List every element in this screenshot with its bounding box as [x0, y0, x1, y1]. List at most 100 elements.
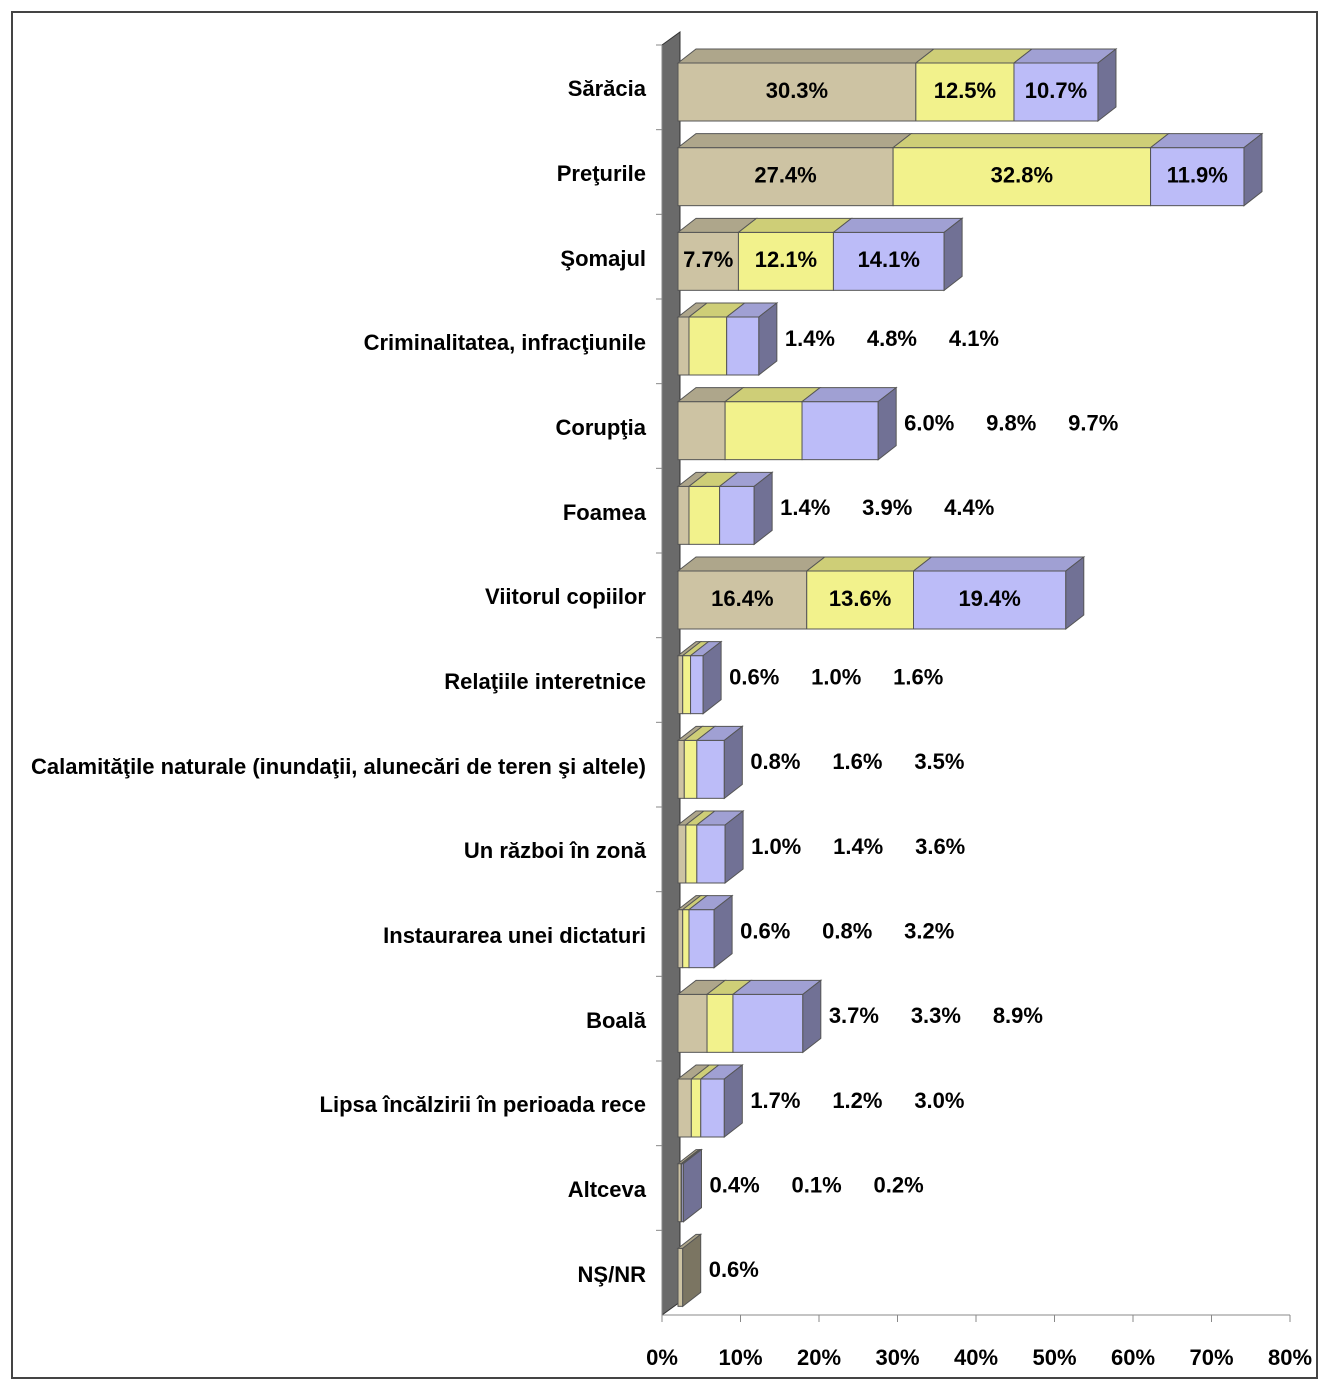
- category-label: Relaţiile interetnice: [444, 669, 646, 694]
- bar-segment: [737, 231, 834, 291]
- bar-segment: [682, 655, 692, 715]
- bar-side-face: [682, 1148, 702, 1223]
- data-label: 3.9%: [862, 495, 912, 520]
- bar-side-face: [723, 725, 743, 800]
- bar-side-face: [723, 1063, 743, 1139]
- category-label: Viitorul copiilor: [485, 584, 646, 610]
- bar-segment: [677, 1247, 684, 1307]
- bar-side-face: [943, 217, 963, 292]
- data-label: 1.6%: [832, 749, 882, 774]
- x-tick-label: 60%: [1111, 1345, 1155, 1370]
- bar-segment: [690, 655, 704, 715]
- bar-segment: [677, 824, 687, 884]
- bar-segment: [677, 739, 685, 799]
- bar-segment: [677, 401, 726, 461]
- data-label: 9.8%: [986, 410, 1036, 435]
- data-label: 10.7%: [1025, 78, 1087, 103]
- category-label: Calamităţile naturale (inundaţii, alunec…: [31, 753, 646, 779]
- x-tick-label: 10%: [718, 1345, 762, 1370]
- data-label: 8.9%: [993, 1003, 1043, 1028]
- bar-segment: [724, 401, 803, 461]
- bar-segment: [832, 231, 945, 291]
- bar-top-face: [676, 133, 913, 149]
- bar-segment: [1013, 62, 1099, 122]
- bar-segment: [801, 401, 879, 461]
- data-label: 3.5%: [914, 749, 964, 774]
- bar-segment: [677, 909, 684, 969]
- data-label: 12.5%: [934, 78, 996, 103]
- chart-border: [11, 11, 1318, 1379]
- data-label: 0.8%: [750, 749, 800, 774]
- bar-top-face: [914, 48, 1034, 64]
- data-label: 1.0%: [751, 834, 801, 859]
- x-tick-label: 80%: [1268, 1345, 1312, 1370]
- bar-segment: [677, 231, 739, 291]
- bar-segment: [688, 316, 728, 376]
- bar-top-face: [1149, 133, 1264, 149]
- bar-segment: [677, 1078, 692, 1138]
- category-label: Boală: [586, 1007, 646, 1033]
- data-label: 3.6%: [915, 834, 965, 859]
- bar-segment: [688, 485, 721, 545]
- data-label: 3.3%: [911, 1003, 961, 1028]
- bar-top-face: [891, 133, 1171, 149]
- data-label: 3.2%: [904, 918, 954, 943]
- bar-segment: [732, 993, 804, 1053]
- bar-side-face: [753, 471, 773, 546]
- bar-top-face: [805, 556, 933, 572]
- bar-top-face: [736, 217, 853, 233]
- category-label: NŞ/NR: [577, 1261, 646, 1287]
- data-label: 7.7%: [683, 247, 733, 272]
- bar-top-face: [831, 217, 964, 233]
- category-label: Sărăcia: [567, 76, 646, 102]
- category-label: Foamea: [562, 499, 646, 525]
- data-label: 1.4%: [780, 495, 830, 520]
- data-label: 14.1%: [858, 247, 920, 272]
- data-label: 1.2%: [832, 1088, 882, 1113]
- data-label: 1.7%: [750, 1088, 800, 1113]
- x-tick-label: 40%: [954, 1345, 998, 1370]
- data-label: 32.8%: [991, 162, 1053, 187]
- data-label: 4.4%: [944, 495, 994, 520]
- category-label: Preţurile: [556, 161, 646, 186]
- data-label: 0.2%: [873, 1172, 923, 1197]
- bar-top-face: [676, 556, 827, 572]
- data-label: 11.9%: [1167, 162, 1228, 187]
- data-label: 0.8%: [822, 918, 872, 943]
- category-label: Corupţia: [555, 415, 646, 440]
- data-label: 13.6%: [829, 586, 891, 611]
- category-label: Lipsa încălzirii în perioada rece: [319, 1092, 646, 1118]
- bar-segment: [677, 485, 690, 545]
- bar-segment: [706, 993, 734, 1053]
- data-label: 12.1%: [755, 247, 817, 272]
- data-label: 0.6%: [709, 1257, 759, 1282]
- bar-segment: [726, 316, 760, 376]
- category-label: Un război în zonă: [463, 838, 646, 864]
- bar-segment: [696, 739, 725, 799]
- bar-segment: [677, 316, 690, 376]
- x-tick-label: 50%: [1032, 1345, 1076, 1370]
- bar-side-face: [713, 894, 733, 969]
- bar-segment: [685, 824, 698, 884]
- bar-segment: [690, 1078, 702, 1138]
- bar-segment: [1150, 147, 1245, 207]
- bar-top-face: [676, 48, 936, 64]
- data-label: 1.0%: [811, 664, 861, 689]
- category-label: Altceva: [567, 1177, 646, 1202]
- data-label: 0.6%: [729, 664, 779, 689]
- data-label: 1.4%: [785, 326, 835, 351]
- x-tick-label: 0%: [646, 1345, 678, 1370]
- category-label: Criminalitatea, infracţiunile: [363, 330, 646, 356]
- category-label: Şomajul: [560, 245, 646, 271]
- data-label: 4.1%: [949, 326, 999, 351]
- bar-side-face: [758, 301, 778, 377]
- data-label: 16.4%: [711, 586, 773, 611]
- data-label: 9.7%: [1068, 410, 1118, 435]
- bar-segment: [688, 909, 715, 969]
- bar-segment: [696, 824, 726, 884]
- bar-segment: [683, 739, 698, 799]
- bar-side-face: [877, 386, 897, 461]
- data-label: 30.3%: [766, 78, 828, 103]
- bar-segment: [677, 147, 894, 207]
